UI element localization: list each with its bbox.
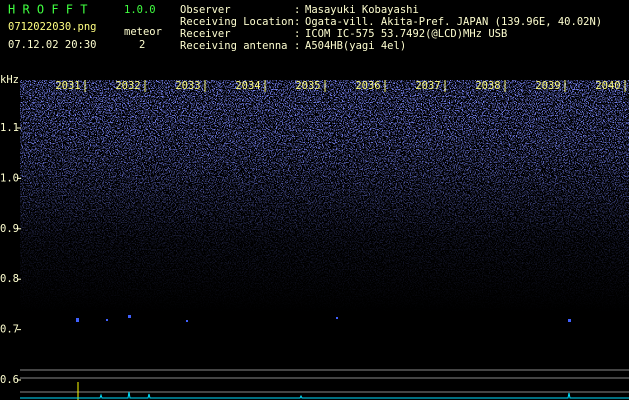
time-tick-label: 2032 (115, 80, 140, 92)
freq-unit: kHz (0, 74, 19, 86)
freq-tick-label: 0.8 (0, 273, 19, 285)
info-label: Receiver (180, 28, 231, 40)
time-tick-label: 2038 (475, 80, 500, 92)
info-value: Ogata-vill. Akita-Pref. JAPAN (139.96E, … (305, 16, 602, 28)
info-separator: : (294, 16, 300, 28)
info-value: A504HB(yagi 4el) (305, 40, 406, 52)
time-tick-label: 2039 (535, 80, 560, 92)
info-value: ICOM IC-575 53.7492(@LCD)MHz USB (305, 28, 507, 40)
time-tick-label: 2031 (55, 80, 80, 92)
time-tick-label: 2035 (295, 80, 320, 92)
echo (336, 317, 338, 319)
echo (186, 320, 188, 322)
time-tick-label: 2036 (355, 80, 380, 92)
app-name: H R O F F T (8, 3, 87, 17)
freq-tick-label: 0.7 (0, 324, 19, 336)
meteor-count: 2 (139, 39, 145, 51)
echo (128, 315, 131, 318)
info-label: Receiving Location (180, 16, 294, 28)
freq-tick-label: 0.9 (0, 223, 19, 235)
info-separator: : (294, 4, 300, 16)
echo (106, 319, 108, 321)
spectrogram-noise (20, 80, 629, 370)
signal-trace (20, 391, 629, 399)
time-tick-label: 2040 (595, 80, 620, 92)
info-separator: : (294, 40, 300, 52)
info-label: Observer (180, 4, 231, 16)
meteor-echoes (76, 315, 571, 322)
filename: 0712022030.png (8, 21, 97, 33)
echo (76, 318, 79, 322)
time-tick-label: 2034 (235, 80, 260, 92)
datetime: 07.12.02 20:30 (8, 39, 97, 51)
meteor-label: meteor (124, 26, 162, 38)
info-label: Receiving antenna (180, 40, 287, 52)
time-tick-label: 2037 (415, 80, 440, 92)
freq-tick-label: 1.1 (0, 122, 19, 134)
freq-tick-label: 1.0 (0, 172, 19, 184)
freq-tick-label: 0.6 (0, 374, 19, 386)
app-version: 1.0.0 (124, 4, 156, 16)
info-value: Masayuki Kobayashi (305, 4, 419, 16)
info-separator: : (294, 28, 300, 40)
echo (568, 319, 571, 322)
time-tick-label: 2033 (175, 80, 200, 92)
